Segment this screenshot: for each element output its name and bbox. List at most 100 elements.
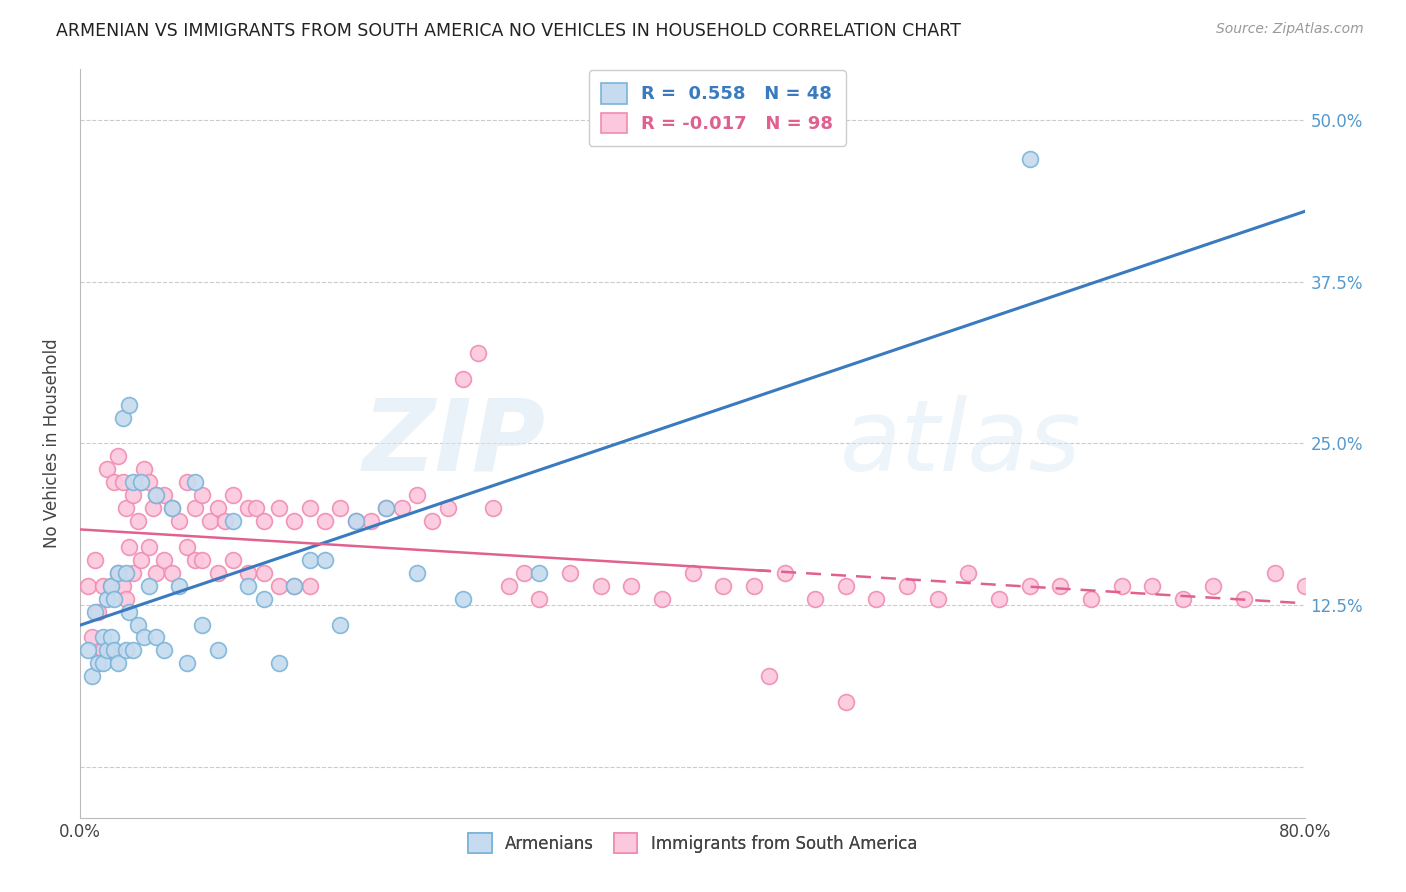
Point <box>96 462 118 476</box>
Point <box>436 501 458 516</box>
Point <box>84 605 107 619</box>
Point <box>87 657 110 671</box>
Point <box>96 643 118 657</box>
Point <box>758 669 780 683</box>
Point <box>111 475 134 490</box>
Point <box>804 591 827 606</box>
Point <box>122 643 145 657</box>
Point <box>360 514 382 528</box>
Point <box>896 579 918 593</box>
Point <box>467 346 489 360</box>
Point <box>711 579 734 593</box>
Point <box>391 501 413 516</box>
Point <box>406 488 429 502</box>
Point <box>620 579 643 593</box>
Point <box>329 501 352 516</box>
Point <box>344 514 367 528</box>
Point <box>253 514 276 528</box>
Point <box>138 475 160 490</box>
Point <box>118 605 141 619</box>
Point <box>198 514 221 528</box>
Point <box>1171 591 1194 606</box>
Point <box>91 643 114 657</box>
Point <box>127 617 149 632</box>
Point <box>138 579 160 593</box>
Point <box>153 488 176 502</box>
Point <box>91 657 114 671</box>
Point <box>118 540 141 554</box>
Point <box>191 553 214 567</box>
Point <box>1018 579 1040 593</box>
Point <box>245 501 267 516</box>
Point <box>91 579 114 593</box>
Point <box>529 591 551 606</box>
Text: ARMENIAN VS IMMIGRANTS FROM SOUTH AMERICA NO VEHICLES IN HOUSEHOLD CORRELATION C: ARMENIAN VS IMMIGRANTS FROM SOUTH AMERIC… <box>56 22 962 40</box>
Point <box>1140 579 1163 593</box>
Point <box>103 475 125 490</box>
Point <box>267 501 290 516</box>
Point <box>957 566 980 580</box>
Point <box>160 566 183 580</box>
Point <box>191 488 214 502</box>
Point <box>835 579 858 593</box>
Point <box>835 695 858 709</box>
Point <box>865 591 887 606</box>
Point <box>100 579 122 593</box>
Point <box>375 501 398 516</box>
Point <box>314 514 336 528</box>
Point <box>103 591 125 606</box>
Point <box>114 501 136 516</box>
Point <box>222 488 245 502</box>
Point <box>129 475 152 490</box>
Point <box>283 579 305 593</box>
Point <box>138 540 160 554</box>
Point <box>145 631 167 645</box>
Point <box>82 669 104 683</box>
Point <box>238 566 260 580</box>
Point <box>529 566 551 580</box>
Point <box>153 643 176 657</box>
Point <box>298 553 321 567</box>
Point <box>142 501 165 516</box>
Point <box>267 657 290 671</box>
Legend: Armenians, Immigrants from South America: Armenians, Immigrants from South America <box>458 823 927 863</box>
Text: atlas: atlas <box>839 395 1081 492</box>
Point <box>176 657 198 671</box>
Point <box>87 605 110 619</box>
Point <box>742 579 765 593</box>
Point <box>191 617 214 632</box>
Point <box>129 475 152 490</box>
Point <box>184 501 207 516</box>
Text: Source: ZipAtlas.com: Source: ZipAtlas.com <box>1216 22 1364 37</box>
Point <box>238 579 260 593</box>
Point <box>283 514 305 528</box>
Point <box>1233 591 1256 606</box>
Point <box>214 514 236 528</box>
Point <box>406 566 429 580</box>
Point <box>651 591 673 606</box>
Point <box>253 591 276 606</box>
Point <box>96 591 118 606</box>
Point <box>988 591 1011 606</box>
Point <box>122 475 145 490</box>
Point <box>589 579 612 593</box>
Point <box>100 579 122 593</box>
Point <box>927 591 949 606</box>
Point <box>82 631 104 645</box>
Point <box>207 566 229 580</box>
Y-axis label: No Vehicles in Household: No Vehicles in Household <box>44 339 60 549</box>
Point <box>1111 579 1133 593</box>
Point <box>76 579 98 593</box>
Point <box>169 514 191 528</box>
Point <box>498 579 520 593</box>
Point <box>160 501 183 516</box>
Point <box>253 566 276 580</box>
Point <box>344 514 367 528</box>
Point <box>314 553 336 567</box>
Point <box>207 643 229 657</box>
Point <box>222 553 245 567</box>
Point <box>76 643 98 657</box>
Point <box>298 501 321 516</box>
Point <box>134 462 156 476</box>
Point <box>682 566 704 580</box>
